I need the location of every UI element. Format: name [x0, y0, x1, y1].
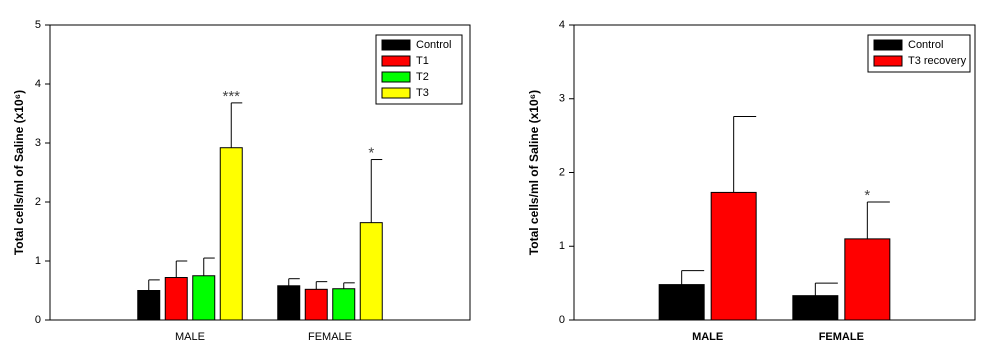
y-axis-label: Total cells/ml of Saline (x10⁶) — [12, 90, 26, 255]
legend-swatch — [873, 55, 903, 67]
annotation: *** — [222, 88, 240, 105]
plot-frame — [49, 24, 471, 321]
y-tick-label: 0 — [559, 314, 565, 326]
bar — [164, 277, 188, 321]
legend-swatch — [381, 87, 411, 99]
bar — [710, 191, 757, 321]
x-tick-label: MALE — [175, 331, 205, 343]
legend-label: Control — [908, 39, 943, 51]
x-tick-label: MALE — [692, 331, 723, 343]
legend-label: T1 — [416, 55, 429, 67]
chart: 0 1 2 3 4 Total cells/ml of Saline (x10⁶) MALE… — [527, 19, 976, 343]
y-tick-label: 1 — [35, 255, 41, 267]
legend-label: T2 — [416, 71, 429, 83]
legend-label: T3 recovery — [908, 55, 967, 67]
legend-swatch — [873, 39, 903, 51]
annotation: * — [864, 187, 870, 204]
bar — [332, 288, 356, 321]
x-tick-label: FEMALE — [308, 331, 352, 343]
annotation: * — [368, 144, 374, 161]
chart: 0 1 2 3 4 5 Total cells/ml of Saline (x10⁶) MAL… — [12, 19, 471, 343]
legend-swatch — [381, 71, 411, 83]
bar — [359, 222, 383, 321]
y-tick-label: 2 — [35, 196, 41, 208]
y-tick-label: 0 — [35, 314, 41, 326]
bar — [304, 288, 328, 321]
y-tick-label: 1 — [559, 240, 565, 252]
bar — [277, 285, 301, 321]
x-tick-label: FEMALE — [819, 331, 864, 343]
legend-label: T3 — [416, 87, 429, 99]
bar — [219, 147, 243, 321]
legend-swatch — [381, 39, 411, 51]
y-tick-label: 4 — [35, 78, 41, 90]
bar — [192, 275, 216, 321]
y-tick-label: 3 — [35, 137, 41, 149]
legend-swatch — [381, 55, 411, 67]
y-axis-label: Total cells/ml of Saline (x10⁶) — [527, 90, 541, 255]
bar — [792, 295, 839, 321]
y-tick-label: 3 — [559, 93, 565, 105]
bar — [137, 290, 161, 321]
y-tick-label: 5 — [35, 19, 41, 31]
legend-label: Control — [416, 39, 451, 51]
bar — [658, 284, 705, 321]
y-tick-label: 4 — [559, 19, 565, 31]
y-tick-label: 2 — [559, 166, 565, 178]
bar — [844, 238, 891, 321]
